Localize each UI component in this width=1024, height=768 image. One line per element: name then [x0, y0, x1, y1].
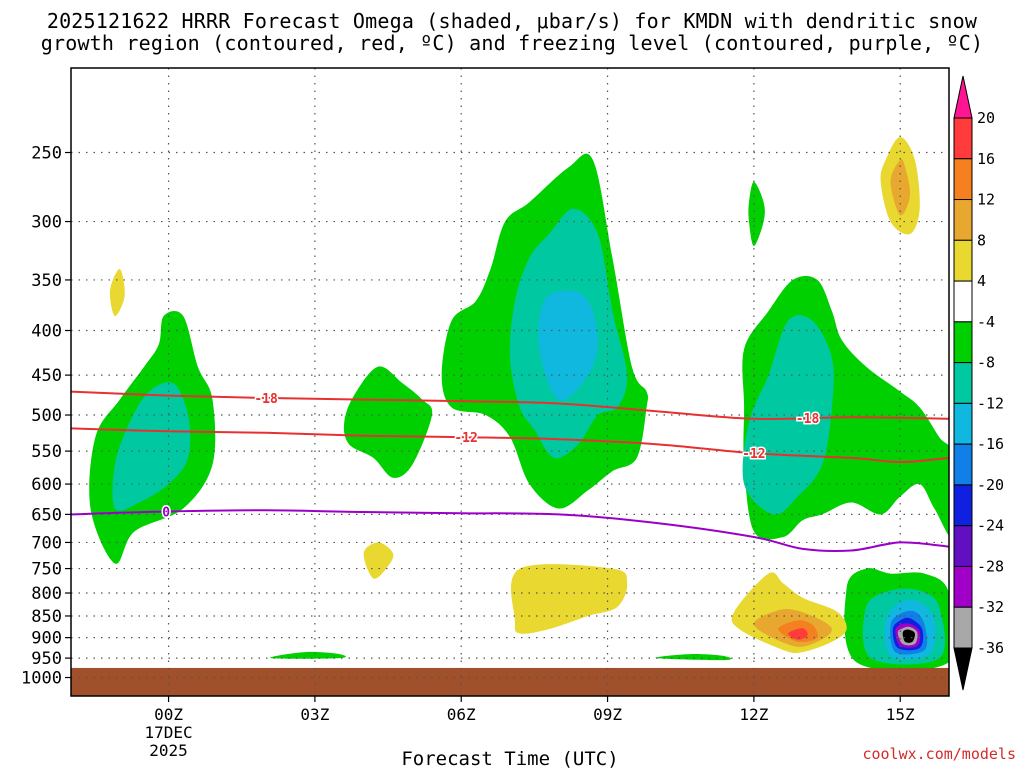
colorbar-swatch — [953, 239, 973, 282]
colorbar-swatch — [953, 565, 973, 608]
omega-region-descent-0830z — [511, 564, 628, 634]
x-tick-label: 15Z — [886, 705, 915, 724]
chart-title-line-2: growth region (contoured, red, ºC) and f… — [40, 31, 984, 55]
omega-region-ascent-center-core — [538, 290, 598, 401]
colorbar-swatch — [953, 362, 973, 404]
x-tick-date: 17DEC — [144, 723, 192, 742]
colorbar-swatch — [953, 443, 973, 486]
contour-label: -12 — [742, 447, 765, 462]
x-tick-label: 00Z — [154, 705, 183, 724]
omega-region-descent-0330z — [363, 542, 394, 579]
y-tick-label: 850 — [31, 607, 62, 627]
x-tick-label: 06Z — [447, 705, 476, 724]
y-tick-label: 900 — [31, 629, 62, 649]
colorbar-label: 4 — [977, 272, 986, 290]
contour-line-0 — [71, 509, 949, 553]
colorbar-label: 12 — [977, 191, 995, 209]
x-tick-label: 03Z — [300, 705, 329, 724]
y-tick-label: 700 — [31, 533, 62, 553]
colorbar-label: -12 — [977, 394, 1004, 412]
y-tick-label: 1000 — [21, 669, 62, 689]
colorbar-label: -8 — [977, 354, 995, 372]
credit-text: coolwx.com/models — [862, 745, 1016, 763]
omega-region-ascent-small-0130z — [270, 651, 346, 659]
y-tick-label: 800 — [31, 584, 62, 604]
omega-region-ascent-small-03z — [343, 366, 433, 478]
omega-region-ascent-left-inner — [112, 382, 191, 511]
contours: -18 -12 -18 -12 0 — [71, 390, 949, 553]
omega-shading — [89, 137, 949, 671]
contour-label: -12 — [454, 431, 477, 446]
colorbar-swatch — [953, 321, 973, 364]
omega-region-ascent-small-11z — [655, 654, 732, 661]
y-tick-label: 500 — [31, 406, 62, 426]
y-axis: 250 300 350 400 450 500 550 600 650 700 … — [21, 144, 71, 689]
y-tick-label: 950 — [31, 649, 62, 669]
omega-region-ascent-small-12z — [748, 181, 765, 246]
contour-label: -18 — [254, 392, 278, 407]
colorbar-label: -20 — [977, 476, 1004, 494]
omega-region-descent-1230z-core — [787, 628, 808, 640]
y-tick-label: 750 — [31, 560, 62, 580]
omega-region-descent-upper-left — [109, 268, 125, 317]
chart-title-line-1: 2025121622 HRRR Forecast Omega (shaded, … — [46, 9, 978, 33]
colorbar-swatch — [953, 280, 973, 323]
x-tick-label: 09Z — [593, 705, 622, 724]
colorbar-swatch — [953, 402, 973, 445]
colorbar-swatch — [953, 117, 973, 160]
colorbar: 20 16 12 8 4 -4 -8 -12 -16 -20 -24 -28 -32 -36 — [953, 75, 1004, 691]
y-tick-label: 350 — [31, 271, 62, 291]
y-tick-label: 400 — [31, 322, 62, 342]
colorbar-label: 16 — [977, 150, 995, 168]
plot-frame — [70, 67, 950, 697]
x-axis-label: Forecast Time (UTC) — [401, 748, 618, 768]
colorbar-label: -4 — [977, 313, 995, 331]
omega-region-ascent-right-inner — [742, 315, 834, 515]
ground — [71, 667, 949, 696]
y-tick-label: 250 — [31, 144, 62, 164]
colorbar-label: -28 — [977, 557, 1004, 575]
y-tick-label: 550 — [31, 442, 62, 462]
omega-region-ascent-lower-right-core — [902, 629, 915, 643]
colorbar-swatch — [953, 484, 973, 527]
x-tick-label: 12Z — [739, 705, 768, 724]
colorbar-label: -36 — [977, 639, 1004, 657]
y-tick-label: 300 — [31, 213, 62, 233]
colorbar-label: -16 — [977, 435, 1004, 453]
colorbar-top-arrow — [953, 75, 973, 119]
contour-line--12 — [71, 427, 949, 464]
omega-region-descent-upper-right-inner — [890, 159, 911, 216]
y-tick-label: 450 — [31, 366, 62, 386]
contour-label: -18 — [796, 412, 820, 427]
y-tick-label: 650 — [31, 505, 62, 525]
chart-title: 2025121622 HRRR Forecast Omega (shaded, … — [0, 10, 1024, 54]
colorbar-label: -24 — [977, 517, 1004, 535]
contour-label: 0 — [162, 506, 170, 521]
colorbar-swatch — [953, 525, 973, 567]
colorbar-swatch — [953, 606, 973, 649]
colorbar-label: 20 — [977, 109, 995, 127]
colorbar-label: 8 — [977, 231, 986, 249]
ground-below-surface — [71, 667, 949, 696]
contour-line--18 — [71, 390, 949, 421]
colorbar-label: -32 — [977, 598, 1004, 616]
colorbar-swatch — [953, 199, 973, 241]
y-tick-label: 600 — [31, 475, 62, 495]
colorbar-bottom-arrow — [953, 647, 973, 691]
x-tick-year: 2025 — [149, 741, 188, 760]
colorbar-swatch — [953, 158, 973, 201]
